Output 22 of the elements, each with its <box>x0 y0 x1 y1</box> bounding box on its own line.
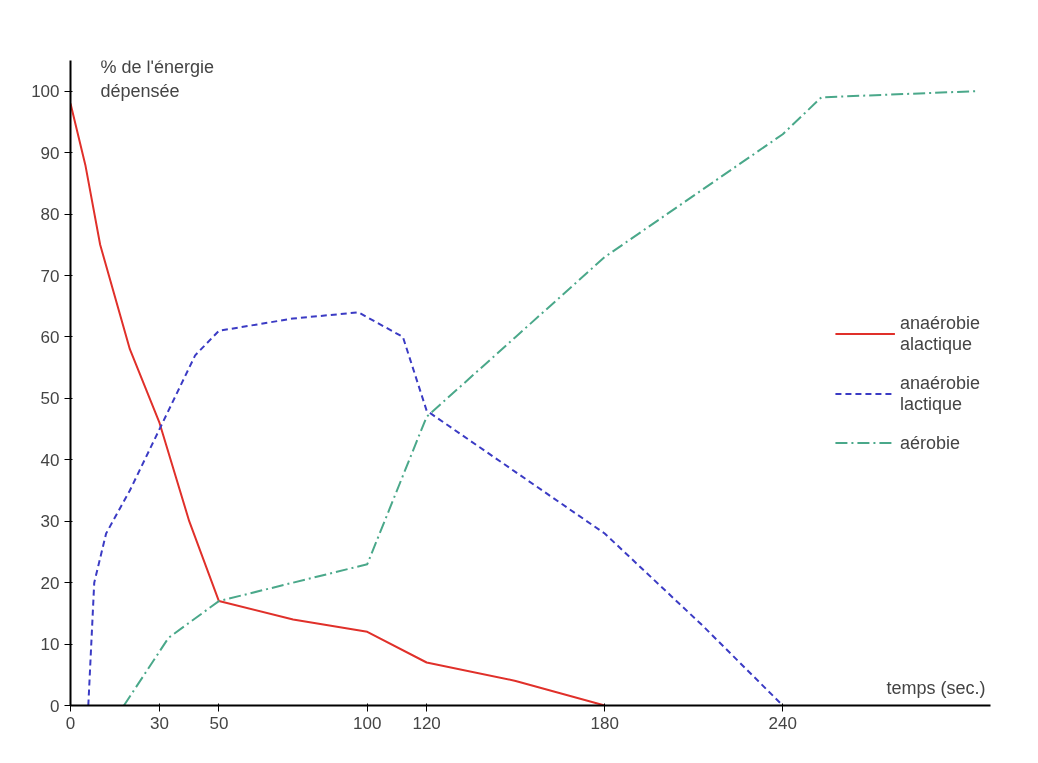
x-tick-label: 180 <box>590 713 619 733</box>
y-tick-label: 20 <box>40 573 60 593</box>
y-tick-label: 100 <box>31 82 60 102</box>
y-tick-label: 30 <box>40 512 60 532</box>
y-tick-label: 50 <box>40 389 60 409</box>
legend-label: anaérobie lactique <box>899 372 980 414</box>
y-tick-label: 10 <box>40 635 60 655</box>
y-tick-label: 90 <box>40 143 60 163</box>
legend-label: anaérobie alactique <box>899 312 980 354</box>
y-tick-label: 70 <box>40 266 60 286</box>
x-tick-label: 120 <box>412 713 441 733</box>
legend-label: aérobie <box>899 432 960 453</box>
x-tick-label: 240 <box>768 713 797 733</box>
y-tick-label: 80 <box>40 205 60 225</box>
y-tick-label: 40 <box>40 450 60 470</box>
x-tick-label: 100 <box>353 713 382 733</box>
x-axis-title: temps (sec.) <box>886 677 986 698</box>
x-tick-label: 30 <box>150 713 169 733</box>
y-tick-label: 60 <box>40 327 60 347</box>
x-tick-label: 50 <box>209 713 229 733</box>
x-tick-label: 0 <box>65 713 76 733</box>
y-tick-label: 0 <box>50 696 60 716</box>
